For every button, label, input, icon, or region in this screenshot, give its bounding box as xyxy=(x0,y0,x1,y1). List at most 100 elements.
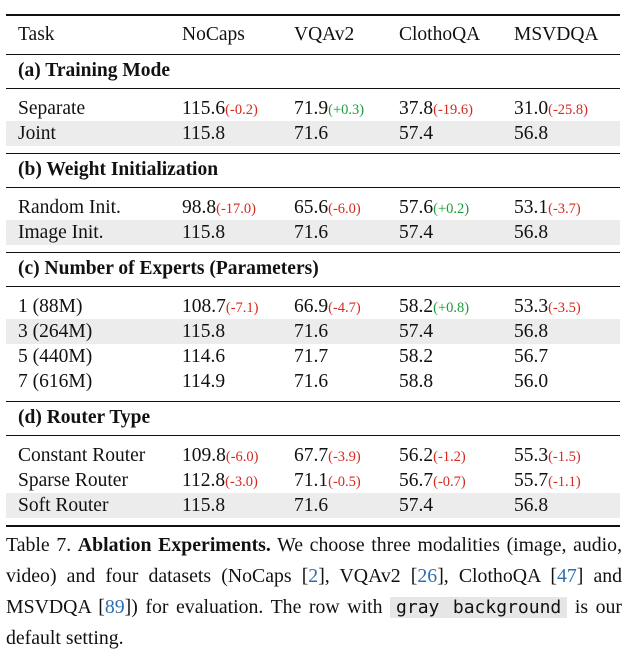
cell-nocaps: 112.8(-3.0) xyxy=(182,468,258,495)
cell-value: 55.7 xyxy=(514,470,549,491)
cell-value: 115.8 xyxy=(182,123,226,144)
citation-link[interactable]: 47 xyxy=(556,565,577,587)
table-row: Constant Router 109.8(-6.0) 67.7(-3.9) 56.2… xyxy=(6,443,620,468)
row-label: 1 (88M) xyxy=(18,296,83,317)
cell-value: 115.8 xyxy=(182,495,226,516)
cell-clothoqa: 56.7(-0.7) xyxy=(399,468,466,495)
row-label: Random Init. xyxy=(18,197,121,218)
cell-nocaps: 108.7(-7.1) xyxy=(182,294,259,321)
row-label: 5 (440M) xyxy=(18,346,93,367)
cell-value: 56.7 xyxy=(399,470,434,491)
cell-delta: (-3.0) xyxy=(225,474,258,490)
cell-delta: (-19.6) xyxy=(433,102,473,118)
cell-clothoqa: 57.6(+0.2) xyxy=(399,195,469,222)
table-row: Separate 115.6(-0.2) 71.9(+0.3) 37.8(-19.6)… xyxy=(6,96,620,121)
table-rule xyxy=(6,88,620,89)
cell-value: 112.8 xyxy=(182,470,226,491)
table-rule xyxy=(6,153,620,154)
cell-value: 66.9 xyxy=(294,296,329,317)
cell-delta: (-25.8) xyxy=(548,102,588,118)
cell-value: 108.7 xyxy=(182,296,226,317)
cell-msvdqa: 56.8 xyxy=(514,493,548,518)
cell-nocaps: 114.6 xyxy=(182,344,225,369)
cell-value: 56.8 xyxy=(514,123,549,144)
cell-delta: (+0.2) xyxy=(433,201,470,217)
row-label: Separate xyxy=(18,98,86,119)
cell-value: 53.1 xyxy=(514,197,549,218)
row-label: Image Init. xyxy=(18,222,104,243)
caption-text: ], VQAv2 [ xyxy=(318,565,418,587)
cell-clothoqa: 58.8 xyxy=(399,369,433,394)
table-row: Image Init. 115.8 71.6 57.4 56.8 xyxy=(6,220,620,245)
cell-clothoqa: 56.2(-1.2) xyxy=(399,443,466,470)
cell-vqav2: 65.6(-6.0) xyxy=(294,195,361,222)
cell-value: 56.8 xyxy=(514,222,549,243)
cell-value: 71.9 xyxy=(294,98,329,119)
cell-value: 71.6 xyxy=(294,371,329,392)
cell-msvdqa: 53.1(-3.7) xyxy=(514,195,581,222)
cell-nocaps: 115.8 xyxy=(182,319,225,344)
caption-text: is our default setting. xyxy=(6,596,622,649)
citation-link[interactable]: 2 xyxy=(308,565,319,587)
cell-clothoqa: 37.8(-19.6) xyxy=(399,96,473,123)
table-rule xyxy=(6,435,620,436)
table-caption: Table 7. Ablation Experiments. We choose… xyxy=(6,530,622,654)
table-header-row: Task NoCaps VQAv2 ClothoQA MSVDQA xyxy=(6,22,620,47)
table-rule xyxy=(6,286,620,287)
cell-vqav2: 71.6 xyxy=(294,220,328,245)
cell-nocaps: 98.8(-17.0) xyxy=(182,195,256,222)
cell-value: 71.6 xyxy=(294,321,329,342)
cell-value: 114.6 xyxy=(182,346,226,367)
cell-nocaps: 109.8(-6.0) xyxy=(182,443,259,470)
cell-msvdqa: 56.0 xyxy=(514,369,548,394)
cell-delta: (-6.0) xyxy=(225,449,259,465)
row-label: Sparse Router xyxy=(18,470,128,491)
cell-vqav2: 71.6 xyxy=(294,121,328,146)
cell-delta: (-17.0) xyxy=(216,201,256,217)
table-rule xyxy=(6,252,620,253)
citation-link[interactable]: 89 xyxy=(104,596,125,618)
cell-msvdqa: 56.8 xyxy=(514,121,548,146)
cell-msvdqa: 56.7 xyxy=(514,344,548,369)
cell-clothoqa: 58.2(+0.8) xyxy=(399,294,469,321)
cell-value: 37.8 xyxy=(399,98,434,119)
cell-value: 98.8 xyxy=(182,197,217,218)
table-rule xyxy=(6,187,620,188)
citation-link[interactable]: 26 xyxy=(417,565,438,587)
table-row: Joint 115.8 71.6 57.4 56.8 xyxy=(6,121,620,146)
row-label: Joint xyxy=(18,123,56,144)
cell-clothoqa: 58.2 xyxy=(399,344,433,369)
cell-value: 58.2 xyxy=(399,346,434,367)
cell-nocaps: 115.6(-0.2) xyxy=(182,96,258,123)
row-label: 3 (264M) xyxy=(18,321,93,342)
cell-nocaps: 115.8 xyxy=(182,121,225,146)
header-msvdqa: MSVDQA xyxy=(514,24,599,45)
cell-clothoqa: 57.4 xyxy=(399,220,433,245)
table-row: Random Init. 98.8(-17.0) 65.6(-6.0) 57.6(+0… xyxy=(6,195,620,220)
cell-vqav2: 71.9(+0.3) xyxy=(294,96,364,123)
cell-vqav2: 71.1(-0.5) xyxy=(294,468,361,495)
header-nocaps: NoCaps xyxy=(182,24,245,45)
cell-value: 56.0 xyxy=(514,371,549,392)
cell-value: 56.8 xyxy=(514,495,549,516)
cell-delta: (+0.8) xyxy=(433,300,470,316)
cell-delta: (-3.7) xyxy=(548,201,581,217)
section-title: (c) Number of Experts (Parameters) xyxy=(18,258,319,279)
table-row: Soft Router 115.8 71.6 57.4 56.8 xyxy=(6,493,620,518)
table-rule xyxy=(6,525,620,527)
cell-msvdqa: 31.0(-25.8) xyxy=(514,96,588,123)
section-title: (a) Training Mode xyxy=(18,60,171,81)
cell-nocaps: 115.8 xyxy=(182,220,225,245)
cell-vqav2: 66.9(-4.7) xyxy=(294,294,361,321)
cell-delta: (-0.2) xyxy=(225,102,258,118)
header-task: Task xyxy=(18,24,55,45)
cell-msvdqa: 53.3(-3.5) xyxy=(514,294,581,321)
cell-value: 115.8 xyxy=(182,321,226,342)
cell-value: 71.6 xyxy=(294,123,329,144)
cell-value: 31.0 xyxy=(514,98,549,119)
cell-msvdqa: 56.8 xyxy=(514,319,548,344)
gray-background-sample: gray background xyxy=(390,597,568,618)
cell-value: 57.4 xyxy=(399,123,434,144)
cell-value: 115.8 xyxy=(182,222,226,243)
table-row: Sparse Router 112.8(-3.0) 71.1(-0.5) 56.7(-… xyxy=(6,468,620,493)
